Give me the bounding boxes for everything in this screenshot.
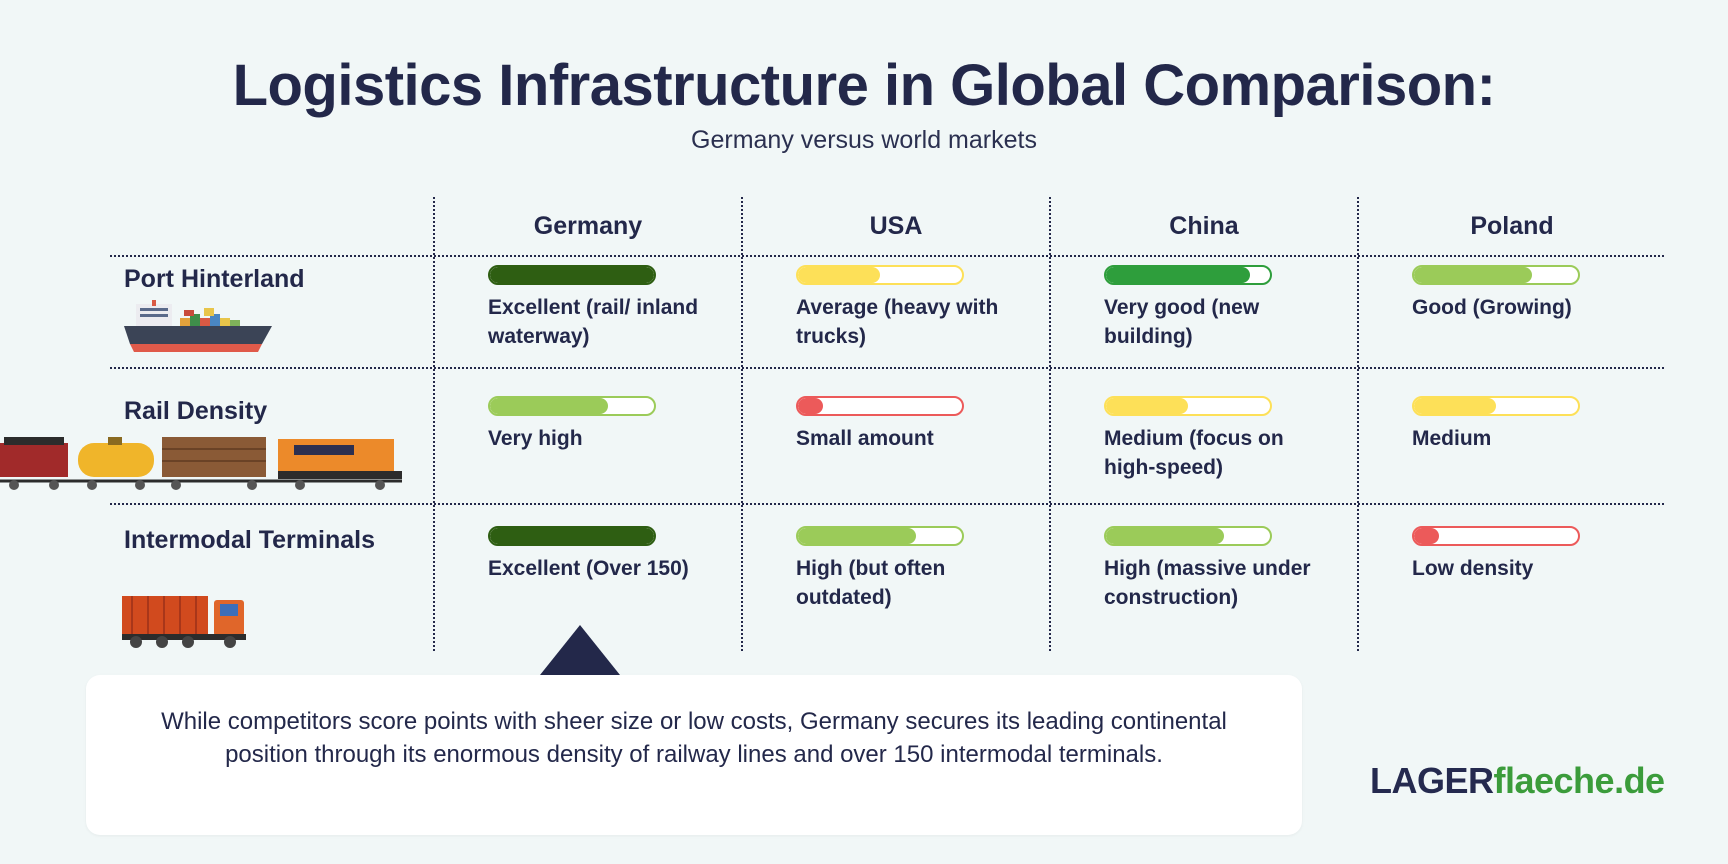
logo-part-lager: LAGER: [1370, 760, 1494, 801]
column-header-usa: USA: [869, 211, 923, 240]
column-divider: [1049, 197, 1051, 651]
freight-train-icon: [0, 437, 402, 490]
row-label-intermodal-terminals: Intermodal Terminals: [124, 526, 375, 554]
rating-fill: [798, 528, 917, 544]
rating-bar: [1104, 265, 1272, 285]
rating-cell: Medium: [1412, 396, 1632, 453]
page-title: Logistics Infrastructure in Global Compa…: [232, 53, 1496, 118]
rating-text: Excellent (rail/ inland waterway): [488, 296, 699, 348]
rating-cell: Medium (focus on high-speed): [1104, 396, 1324, 482]
row-divider: [110, 255, 1664, 257]
rating-fill: [798, 398, 823, 414]
rating-cell: Very good (new building): [1104, 265, 1324, 351]
rating-text: Medium: [1412, 427, 1492, 450]
brand-logo: LAGERflaeche.de: [1370, 760, 1665, 802]
logo-part-flaeche: flaeche.de: [1493, 760, 1666, 801]
rating-bar: [488, 526, 656, 546]
rating-bar: [1412, 265, 1580, 285]
rating-fill: [490, 267, 654, 283]
container-truck-icon: [122, 596, 246, 648]
rating-text: Very high: [488, 427, 583, 450]
rating-fill: [1414, 528, 1439, 544]
rating-cell: Average (heavy with trucks): [796, 265, 1016, 351]
rating-bar: [1412, 526, 1580, 546]
rating-cell: Very high: [488, 396, 708, 453]
rating-fill: [798, 267, 880, 283]
rating-fill: [1106, 398, 1188, 414]
column-header-china: China: [1169, 211, 1239, 240]
rating-text: Small amount: [796, 427, 934, 450]
summary-text: While competitors score points with shee…: [161, 708, 1227, 768]
rating-fill: [1106, 267, 1251, 283]
row-divider: [110, 367, 1664, 369]
column-divider: [433, 197, 435, 651]
row-label-rail-density: Rail Density: [124, 397, 268, 425]
rating-bar: [488, 265, 656, 285]
rating-bar: [796, 526, 964, 546]
container-ship-icon: [124, 300, 272, 352]
rating-cell: Low density: [1412, 526, 1632, 583]
rating-bar: [1104, 526, 1272, 546]
row-divider: [110, 503, 1664, 505]
rating-text: High (massive under construction): [1104, 557, 1311, 609]
rating-text: Excellent (Over 150): [488, 557, 689, 580]
rating-cell: Small amount: [796, 396, 1016, 453]
rating-fill: [1414, 267, 1533, 283]
rating-text: Very good (new building): [1104, 296, 1260, 348]
rating-fill: [490, 398, 609, 414]
callout-pointer: [540, 625, 620, 675]
comparison-table: Germany USA China Poland Port Hinterland…: [0, 197, 1664, 651]
rating-cell: High (massive under construction): [1104, 526, 1324, 612]
rating-text: Average (heavy with trucks): [796, 296, 999, 348]
column-header-germany: Germany: [533, 211, 643, 240]
rating-fill: [1414, 398, 1496, 414]
rating-text: Low density: [1412, 557, 1534, 580]
rating-text: Medium (focus on high-speed): [1104, 427, 1284, 479]
rating-cell: High (but often outdated): [796, 526, 1016, 612]
rating-bar: [796, 396, 964, 416]
column-divider: [741, 197, 743, 651]
rating-text: High (but often outdated): [796, 557, 946, 609]
rating-cell: Excellent (Over 150): [488, 526, 708, 583]
page-subtitle: Germany versus world markets: [691, 126, 1037, 154]
rating-cell: Excellent (rail/ inland waterway): [488, 265, 708, 351]
rating-fill: [490, 528, 654, 544]
column-header-poland: Poland: [1470, 211, 1554, 240]
column-divider: [1357, 197, 1359, 651]
rating-bar: [1412, 396, 1580, 416]
summary-callout: While competitors score points with shee…: [86, 675, 1302, 835]
rating-fill: [1106, 528, 1225, 544]
rating-bar: [1104, 396, 1272, 416]
rating-cell: Good (Growing): [1412, 265, 1632, 322]
rating-bar: [488, 396, 656, 416]
rating-text: Good (Growing): [1412, 296, 1572, 319]
row-label-port-hinterland: Port Hinterland: [124, 265, 305, 293]
rating-bar: [796, 265, 964, 285]
